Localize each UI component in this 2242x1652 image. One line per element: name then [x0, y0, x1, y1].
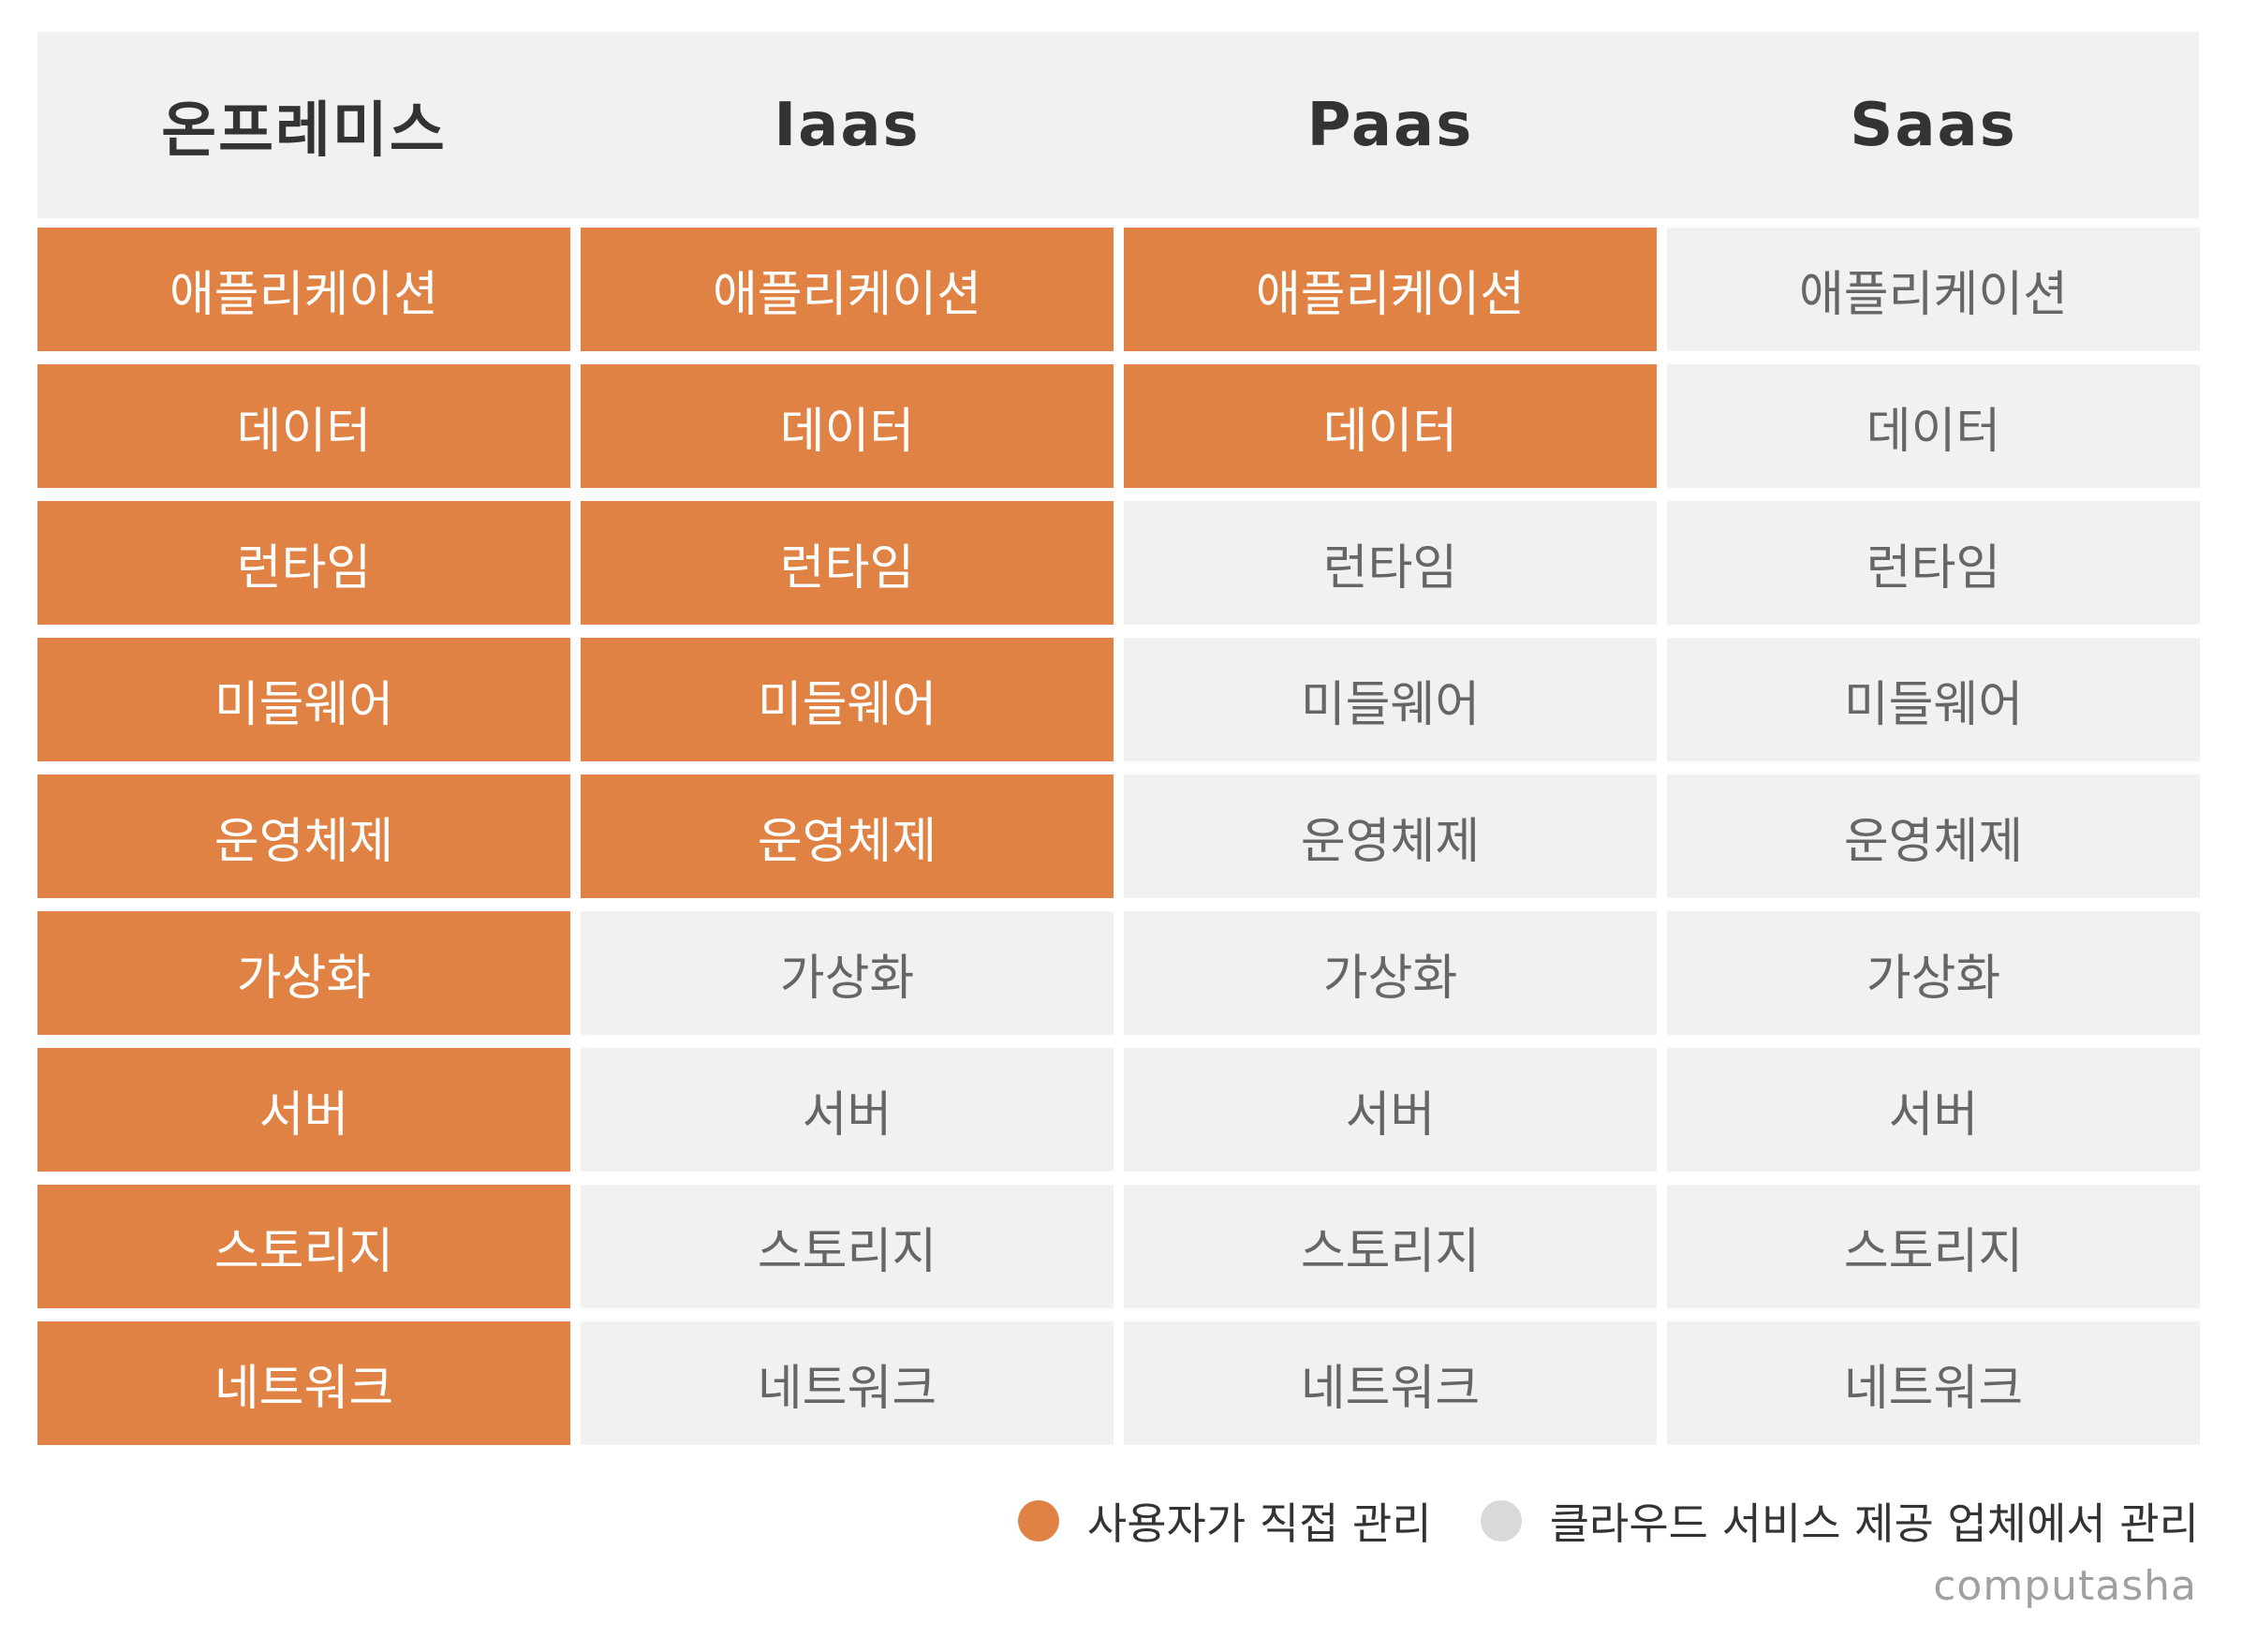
legend-label-user: 사용자가 직접 관리: [1086, 1498, 1432, 1549]
layer-cell-3-2: 런타임: [1667, 501, 2200, 625]
layer-cell-3-5: 가상화: [1667, 911, 2200, 1035]
column-header-3: Saas: [1850, 90, 2017, 160]
layer-cell-1-4: 운영체제: [581, 774, 1114, 898]
column-header-1: Iaas: [774, 90, 921, 160]
layer-cell-2-0: 애플리케이션: [1124, 228, 1657, 351]
layer-cell-1-1: 데이터: [581, 364, 1114, 488]
legend-item-provider: 클라우드 서비스 제공 업체에서 관리: [1480, 1490, 2199, 1552]
layer-cell-0-0: 애플리케이션: [37, 228, 570, 351]
legend-dot-provider: [1480, 1500, 1522, 1541]
layer-cell-0-5: 가상화: [37, 911, 570, 1035]
legend-dot-user: [1017, 1500, 1059, 1541]
layer-cell-1-2: 런타임: [581, 501, 1114, 625]
layer-cell-1-5: 가상화: [581, 911, 1114, 1035]
layer-cell-0-4: 운영체제: [37, 774, 570, 898]
layer-cell-1-8: 네트워크: [581, 1321, 1114, 1445]
layer-cell-0-1: 데이터: [37, 364, 570, 488]
layer-cell-0-3: 미들웨어: [37, 638, 570, 761]
layer-cell-0-2: 런타임: [37, 501, 570, 625]
layer-cell-2-4: 운영체제: [1124, 774, 1657, 898]
layer-cell-3-3: 미들웨어: [1667, 638, 2200, 761]
layer-cell-0-7: 스토리지: [37, 1185, 570, 1308]
layer-cell-2-1: 데이터: [1124, 364, 1657, 488]
layer-cell-2-2: 런타임: [1124, 501, 1657, 625]
layer-cell-3-8: 네트워크: [1667, 1321, 2200, 1445]
layer-cell-2-5: 가상화: [1124, 911, 1657, 1035]
legend: 사용자가 직접 관리 클라우드 서비스 제공 업체에서 관리: [969, 1491, 2199, 1551]
brand-watermark: computasha: [1933, 1562, 2197, 1610]
legend-item-user: 사용자가 직접 관리: [1017, 1490, 1432, 1552]
layer-cell-0-6: 서버: [37, 1048, 570, 1172]
layer-cell-2-3: 미들웨어: [1124, 638, 1657, 761]
layer-cell-1-0: 애플리케이션: [581, 228, 1114, 351]
layer-cell-1-7: 스토리지: [581, 1185, 1114, 1308]
layer-cell-2-6: 서버: [1124, 1048, 1657, 1172]
layer-cell-3-0: 애플리케이션: [1667, 228, 2200, 351]
layer-cell-1-6: 서버: [581, 1048, 1114, 1172]
layer-cell-0-8: 네트워크: [37, 1321, 570, 1445]
layer-cell-3-4: 운영체제: [1667, 774, 2200, 898]
layer-cell-3-6: 서버: [1667, 1048, 2200, 1172]
legend-label-provider: 클라우드 서비스 제공 업체에서 관리: [1549, 1498, 2199, 1549]
layer-cell-2-8: 네트워크: [1124, 1321, 1657, 1445]
layer-cell-3-1: 데이터: [1667, 364, 2200, 488]
column-header-2: Paas: [1306, 90, 1474, 160]
column-header-0: 온프레미스: [161, 96, 447, 166]
header-row: [37, 32, 2199, 218]
layer-cell-1-3: 미들웨어: [581, 638, 1114, 761]
layer-cell-2-7: 스토리지: [1124, 1185, 1657, 1308]
layer-cell-3-7: 스토리지: [1667, 1185, 2200, 1308]
